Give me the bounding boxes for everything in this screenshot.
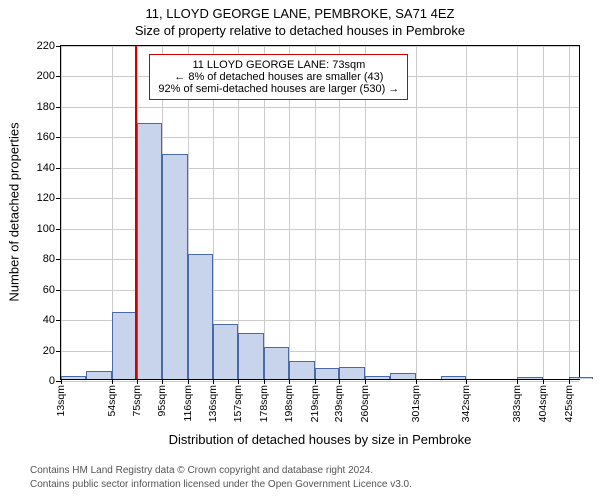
gridline-h — [61, 107, 579, 108]
title-block: 11, LLOYD GEORGE LANE, PEMBROKE, SA71 4E… — [0, 6, 600, 38]
histogram-bar — [61, 376, 86, 379]
xtick-label: 239sqm — [333, 385, 345, 422]
xtick-mark — [162, 379, 163, 384]
y-axis-label: Number of detached properties — [7, 122, 22, 301]
title-address: 11, LLOYD GEORGE LANE, PEMBROKE, SA71 4E… — [0, 6, 600, 21]
ytick-label: 160 — [37, 131, 61, 143]
xtick-mark — [188, 379, 189, 384]
xtick-label: 301sqm — [410, 385, 422, 422]
xtick-mark — [264, 379, 265, 384]
xtick-mark — [517, 379, 518, 384]
histogram-bar — [315, 368, 340, 379]
histogram-bar — [188, 254, 213, 379]
xtick-label: 95sqm — [156, 385, 168, 417]
footer-attribution: Contains HM Land Registry data © Crown c… — [0, 465, 600, 476]
gridline-v — [543, 46, 544, 379]
xtick-mark — [137, 379, 138, 384]
histogram-bar — [365, 376, 390, 379]
histogram-bar — [213, 324, 239, 379]
xtick-label: 54sqm — [106, 385, 118, 417]
property-marker-line — [135, 46, 137, 379]
histogram-bar — [517, 377, 543, 379]
ytick-label: 80 — [43, 253, 61, 265]
xtick-mark — [213, 379, 214, 384]
annotation-line: ← 8% of detached houses are smaller (43) — [158, 71, 399, 83]
xtick-label: 425sqm — [563, 385, 575, 422]
histogram-bar — [390, 373, 416, 379]
title-subtitle: Size of property relative to detached ho… — [0, 23, 600, 38]
ytick-label: 220 — [37, 40, 61, 52]
xtick-mark — [238, 379, 239, 384]
ytick-label: 20 — [43, 345, 61, 357]
xtick-label: 157sqm — [232, 385, 244, 422]
histogram-bar — [238, 333, 264, 379]
xtick-mark — [112, 379, 113, 384]
gridline-v — [517, 46, 518, 379]
annotation-line: 92% of semi-detached houses are larger (… — [158, 83, 399, 95]
xtick-mark — [569, 379, 570, 384]
gridline-h — [61, 381, 579, 382]
xtick-label: 404sqm — [537, 385, 549, 422]
annotation-line: 11 LLOYD GEORGE LANE: 73sqm — [158, 59, 399, 71]
histogram-bar — [289, 361, 315, 379]
xtick-label: 178sqm — [258, 385, 270, 422]
xtick-mark — [365, 379, 366, 384]
histogram-bar — [569, 377, 594, 379]
histogram-bar — [441, 376, 467, 379]
gridline-v — [569, 46, 570, 379]
xtick-label: 342sqm — [460, 385, 472, 422]
xtick-label: 13sqm — [55, 385, 67, 417]
xtick-mark — [315, 379, 316, 384]
histogram-bar — [112, 312, 138, 379]
histogram-bar — [339, 367, 365, 379]
xtick-mark — [289, 379, 290, 384]
xtick-mark — [339, 379, 340, 384]
annotation-box: 11 LLOYD GEORGE LANE: 73sqm← 8% of detac… — [149, 54, 408, 100]
footer-licence: Contains public sector information licen… — [0, 479, 600, 490]
xtick-label: 383sqm — [511, 385, 523, 422]
footer-line1: Contains HM Land Registry data © Crown c… — [30, 465, 600, 476]
histogram-bar — [86, 371, 112, 379]
ytick-label: 40 — [43, 314, 61, 326]
chart-container: 11, LLOYD GEORGE LANE, PEMBROKE, SA71 4E… — [0, 0, 600, 500]
xtick-mark — [466, 379, 467, 384]
histogram-bar — [264, 347, 289, 379]
histogram-bar — [162, 154, 188, 379]
xtick-label: 260sqm — [359, 385, 371, 422]
histogram-bar — [137, 123, 162, 379]
x-axis-label: Distribution of detached houses by size … — [169, 432, 472, 447]
xtick-label: 219sqm — [309, 385, 321, 422]
xtick-label: 198sqm — [283, 385, 295, 422]
footer-line2: Contains public sector information licen… — [30, 479, 600, 490]
xtick-label: 75sqm — [131, 385, 143, 417]
gridline-h — [61, 46, 579, 47]
ytick-label: 140 — [37, 162, 61, 174]
ytick-label: 120 — [37, 192, 61, 204]
xtick-label: 136sqm — [207, 385, 219, 422]
xtick-mark — [61, 379, 62, 384]
ytick-label: 60 — [43, 284, 61, 296]
xtick-mark — [543, 379, 544, 384]
plot-area: 02040608010012014016018020022013sqm54sqm… — [60, 45, 580, 380]
gridline-v — [61, 46, 62, 379]
gridline-v — [466, 46, 467, 379]
gridline-v — [416, 46, 417, 379]
ytick-label: 100 — [37, 223, 61, 235]
xtick-mark — [416, 379, 417, 384]
ytick-label: 200 — [37, 70, 61, 82]
xtick-label: 116sqm — [182, 385, 194, 422]
ytick-label: 180 — [37, 101, 61, 113]
